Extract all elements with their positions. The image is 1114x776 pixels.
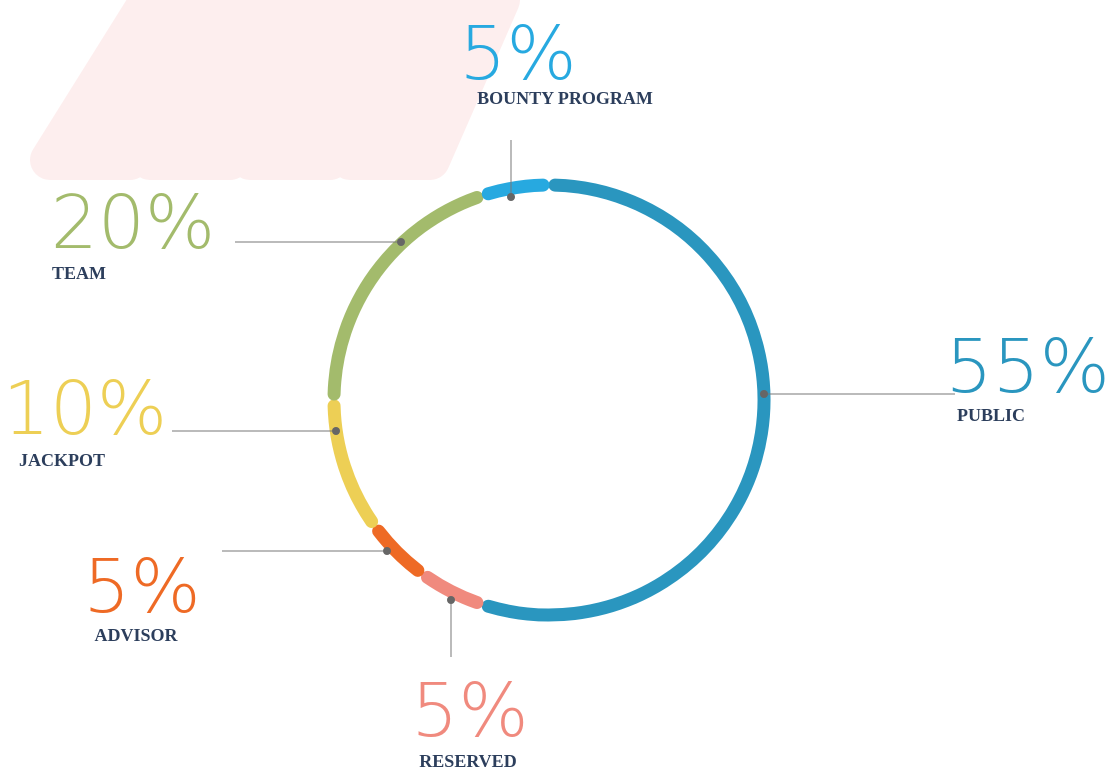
chart: 55%PUBLIC5%RESERVED5%ADVISOR10%JACKPOT20… xyxy=(0,0,1114,776)
percent-label: 55% xyxy=(946,324,1110,410)
background-stripes xyxy=(50,0,500,160)
donut-segment xyxy=(488,185,764,615)
category-label: ADVISOR xyxy=(94,625,178,645)
category-label: PUBLIC xyxy=(957,405,1025,425)
donut-segment xyxy=(488,185,543,194)
leader-dot xyxy=(507,193,515,201)
category-label: RESERVED xyxy=(419,751,516,771)
percent-label: 5% xyxy=(411,668,528,754)
category-label: BOUNTY PROGRAM xyxy=(477,88,653,108)
leader-dot xyxy=(447,596,455,604)
category-label: TEAM xyxy=(52,263,106,283)
leader-dot xyxy=(332,427,340,435)
donut-segment xyxy=(334,406,372,521)
percent-label: 20% xyxy=(51,180,215,266)
percent-label: 5% xyxy=(83,544,200,630)
leader-dot xyxy=(383,547,391,555)
percent-label: 5% xyxy=(459,11,576,97)
percent-label: 10% xyxy=(3,366,167,452)
leader-dot xyxy=(760,390,768,398)
leader-dot xyxy=(397,238,405,246)
donut-segment xyxy=(334,197,477,394)
page: 55%PUBLIC5%RESERVED5%ADVISOR10%JACKPOT20… xyxy=(0,0,1114,776)
category-label: JACKPOT xyxy=(19,450,105,470)
